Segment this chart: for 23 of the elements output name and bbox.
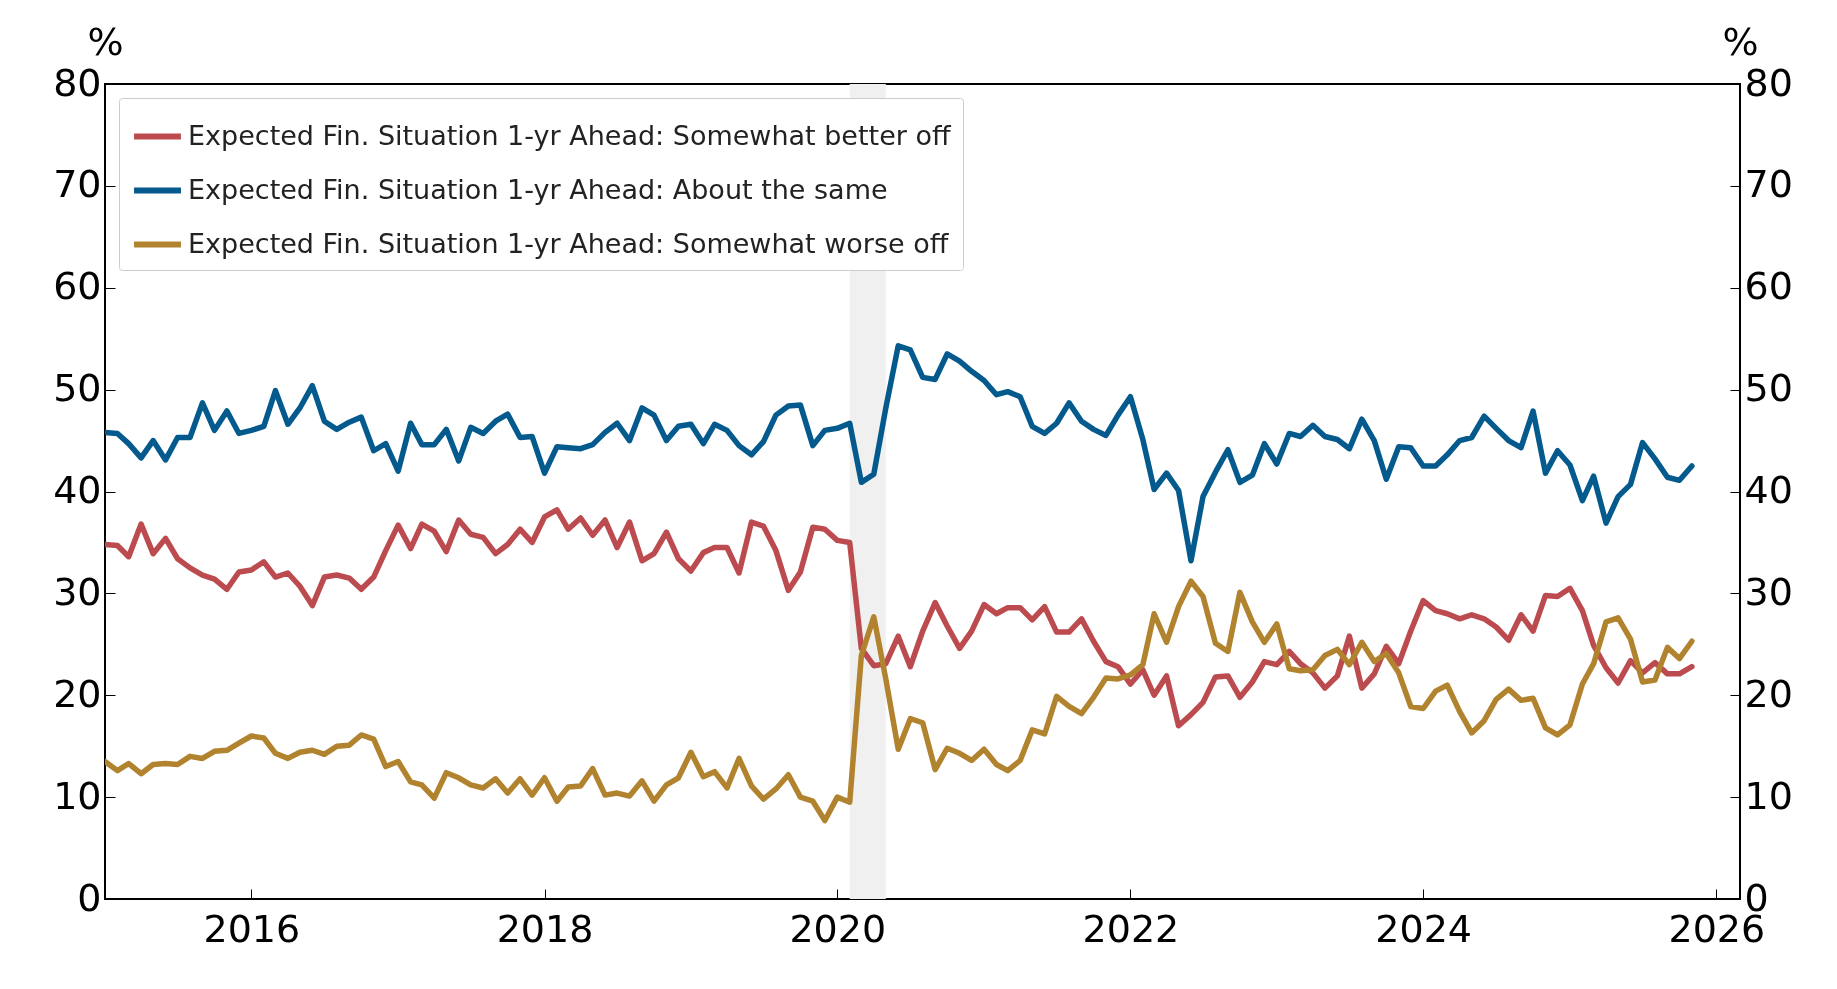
- y-tick-label: 50: [53, 366, 102, 411]
- y2-tick-label: 30: [1744, 569, 1793, 614]
- y-tick-label: 0: [77, 875, 102, 920]
- y2-tick-label: 20: [1744, 671, 1793, 716]
- x-tick-label: 2018: [496, 906, 594, 951]
- legend-label: Expected Fin. Situation 1-yr Ahead: Somewhat worse off: [188, 227, 950, 259]
- x-tick-label: 2020: [789, 906, 887, 951]
- x-tick-label: 2016: [203, 906, 301, 951]
- y-tick-label: 60: [53, 264, 102, 309]
- legend-label: Expected Fin. Situation 1-yr Ahead: Somewhat better off: [188, 119, 952, 151]
- y-tick-label: 20: [53, 671, 102, 716]
- y-tick-label: 40: [53, 468, 102, 512]
- x-tick-label: 2024: [1375, 906, 1473, 951]
- y2-tick-label: 10: [1744, 773, 1793, 818]
- y2-tick-label: 50: [1744, 366, 1793, 411]
- x-tick-label: 2022: [1082, 906, 1180, 951]
- y-tick-label: 70: [53, 162, 102, 207]
- y2-tick-label: 40: [1744, 468, 1793, 512]
- legend-label: Expected Fin. Situation 1-yr Ahead: About the same: [188, 173, 888, 205]
- y2-tick-label: 60: [1744, 264, 1793, 309]
- y2-tick-label: 70: [1744, 162, 1793, 207]
- y-tick-label: 10: [53, 773, 102, 818]
- y-tick-label: 30: [53, 569, 102, 614]
